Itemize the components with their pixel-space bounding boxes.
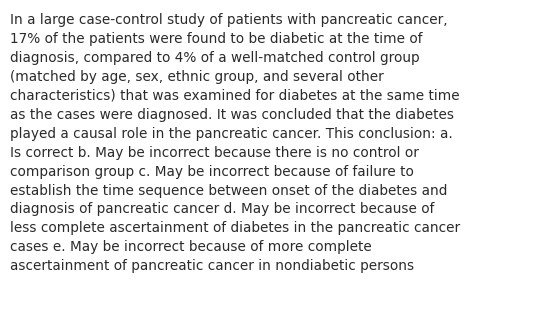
Text: In a large case-control study of patients with pancreatic cancer,
17% of the pat: In a large case-control study of patient…	[10, 13, 460, 273]
